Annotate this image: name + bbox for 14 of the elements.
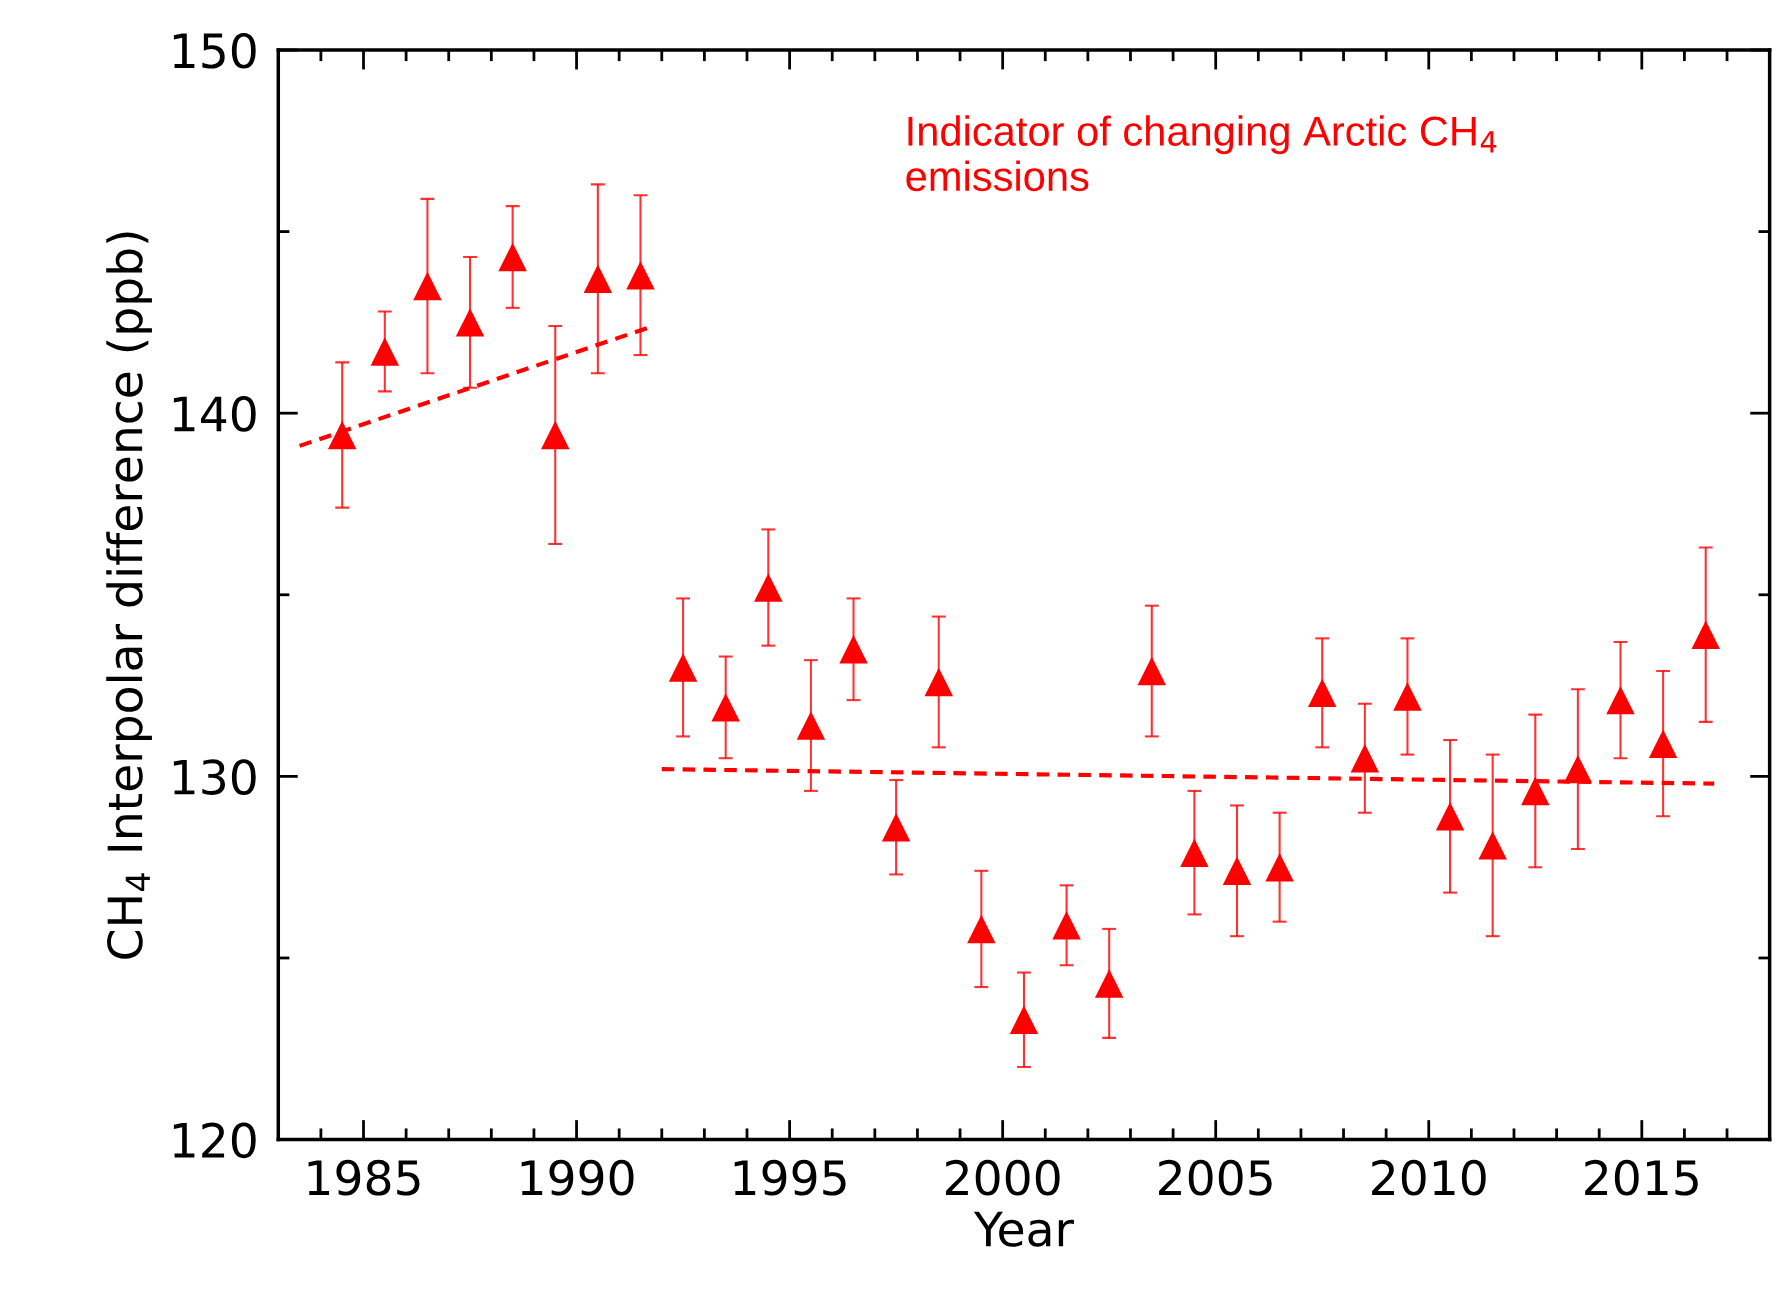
x-tick-label: 2000 — [946, 1159, 1060, 1196]
x-tick-label: 1985 — [308, 1159, 420, 1196]
y-axis-title: CH$_{4}$ Interpolar difference (ppb) — [106, 232, 152, 959]
x-tick-label: 1990 — [521, 1159, 634, 1196]
x-tick-label: 2010 — [1372, 1159, 1486, 1196]
y-tick-label: 140 — [173, 396, 256, 432]
y-tick-label: 120 — [173, 1122, 256, 1159]
x-tick-label: 2005 — [1159, 1159, 1272, 1196]
y-tick-label: 130 — [173, 759, 256, 795]
x-tick-label: 1995 — [734, 1159, 846, 1196]
x-tick-label: 2015 — [1585, 1159, 1698, 1196]
x-axis-title: Year — [973, 1211, 1074, 1247]
text: Indicator of changing Arctic CH$_{4}$ emissions — [906, 115, 1497, 192]
y-tick-label: 150 — [173, 32, 256, 69]
